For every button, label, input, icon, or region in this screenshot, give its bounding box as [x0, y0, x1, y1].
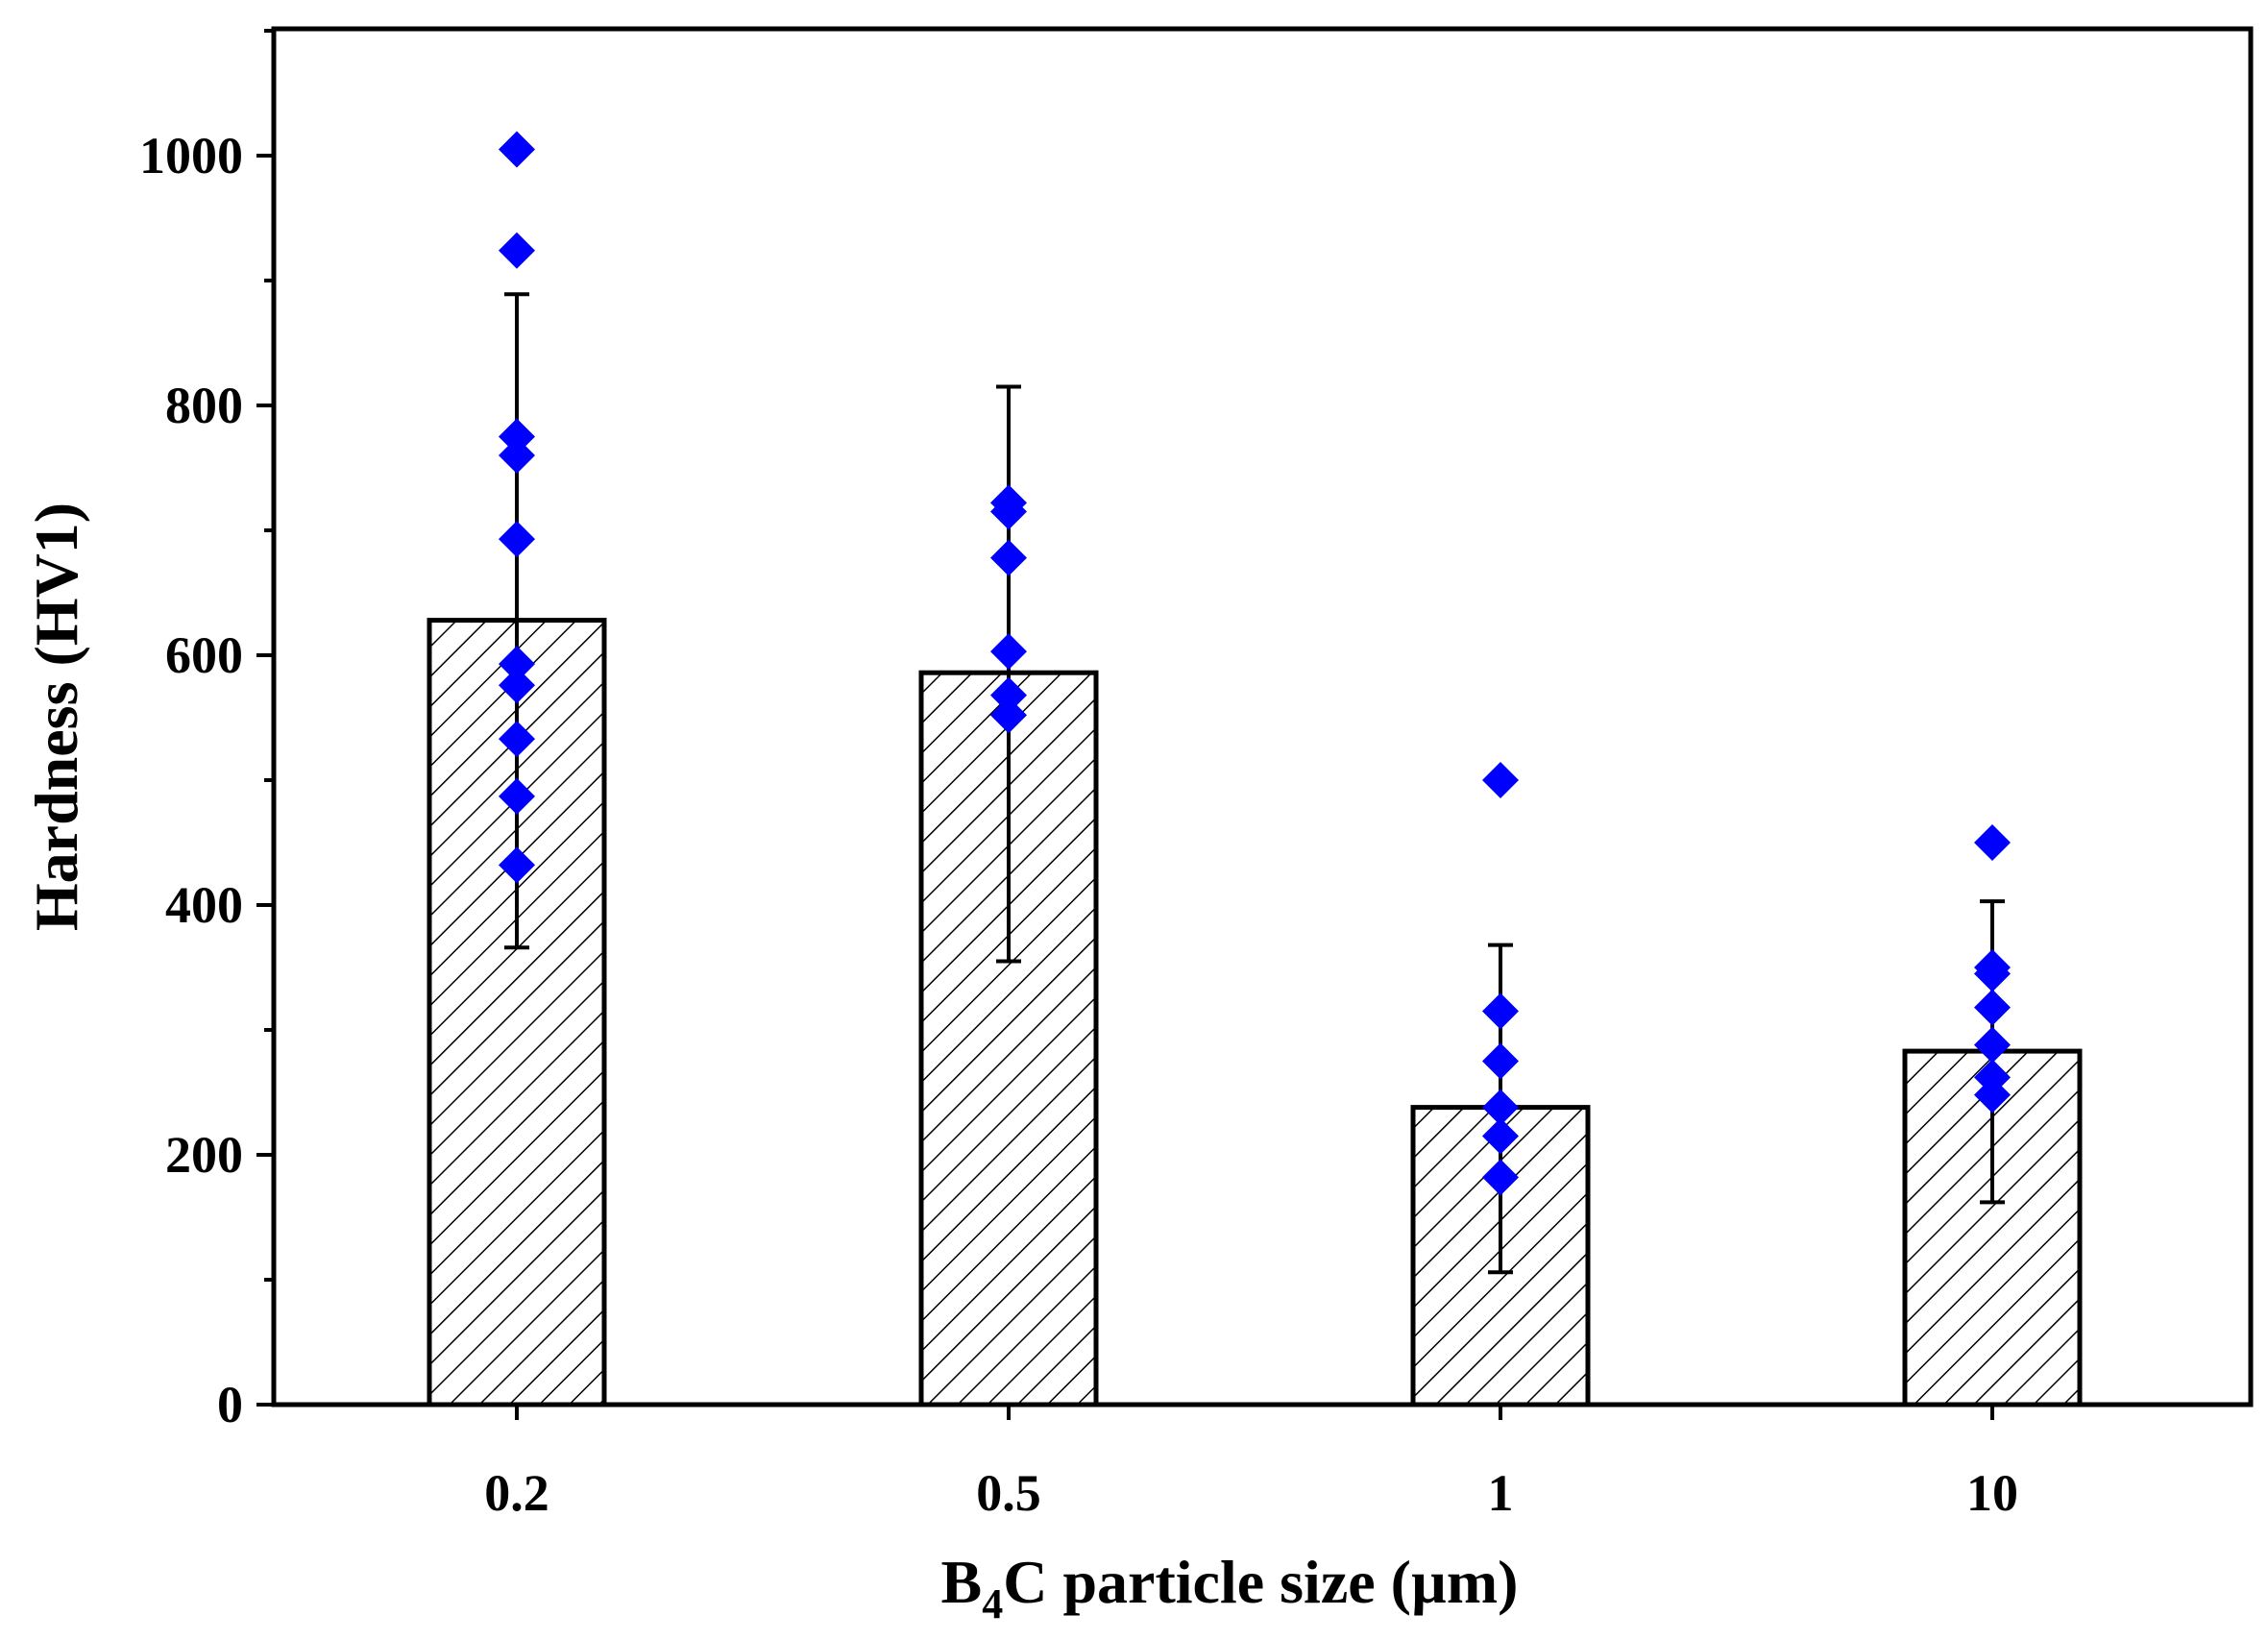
plot-frame	[271, 26, 2254, 1407]
data-point-0.2-9	[499, 777, 535, 815]
data-point-0.5-4	[990, 633, 1027, 671]
x-tick-label-0.2: 0.2	[484, 1464, 549, 1522]
x-tick-label-0.5: 0.5	[976, 1464, 1041, 1522]
x-tick-label-1: 1	[1488, 1464, 1514, 1522]
data-point-1-4	[1482, 1089, 1519, 1126]
y-tick-label-400: 400	[165, 876, 243, 934]
y-tick-label-0: 0	[217, 1376, 243, 1433]
data-point-0.2-8	[499, 721, 535, 758]
data-point-0.2-7	[499, 667, 535, 704]
data-point-1-2	[1482, 992, 1519, 1030]
y-tick-label-1000: 1000	[139, 127, 243, 184]
data-point-0.5-3	[990, 539, 1027, 576]
points-layer	[499, 131, 2011, 1196]
x-tick-label-10: 10	[1966, 1464, 2018, 1522]
data-point-10-7	[1974, 1076, 2011, 1114]
data-point-10-3	[1974, 955, 2011, 992]
x-axis-title-subscript: 4	[982, 1580, 1003, 1628]
data-point-0.2-10	[499, 846, 535, 884]
data-point-0.5-2	[990, 493, 1027, 530]
data-point-10-4	[1974, 989, 2011, 1026]
data-point-0.2-3	[499, 418, 535, 455]
data-point-0.2-4	[499, 437, 535, 474]
data-point-10-1	[1974, 824, 2011, 861]
data-point-1-5	[1482, 1117, 1519, 1155]
x-axis-title-base: B	[941, 1548, 983, 1616]
y-tick-label-800: 800	[165, 377, 243, 434]
data-point-0.5-6	[990, 697, 1027, 734]
bars-layer	[427, 618, 2083, 1407]
data-point-10-5	[1974, 1026, 2011, 1064]
data-point-0.2-5	[499, 521, 535, 558]
x-axis-title: B4C particle size (µm)	[941, 1548, 1519, 1628]
data-point-0.2-2	[499, 232, 535, 269]
error-bars-layer	[504, 292, 2005, 1275]
y-tick-label-600: 600	[165, 626, 243, 684]
x-axis-title-rest: C particle size (µm)	[1003, 1548, 1518, 1616]
data-point-0.2-6	[499, 646, 535, 683]
y-axis-title: Hardness (HV1)	[22, 502, 90, 931]
data-point-1-1	[1482, 762, 1519, 798]
ticks-layer: 0.2 0.5 1 10 0 200 400 600 800 1000	[139, 29, 2018, 1522]
data-point-0.5-5	[990, 676, 1027, 714]
data-point-1-3	[1482, 1042, 1519, 1080]
y-tick-label-200: 200	[165, 1126, 243, 1184]
data-point-0.2-1	[499, 131, 535, 168]
data-point-1-6	[1482, 1159, 1519, 1196]
